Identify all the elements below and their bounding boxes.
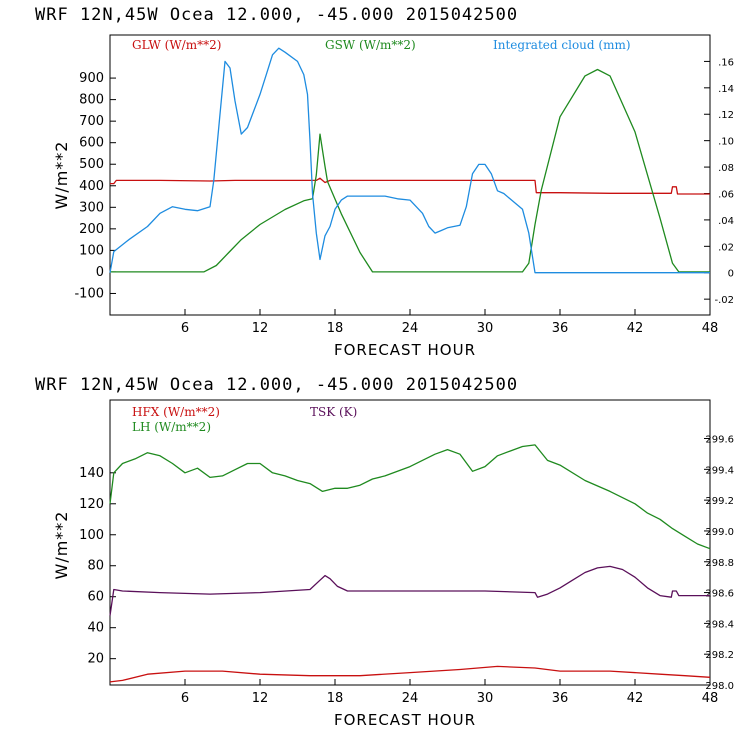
panel-2-series (109, 444, 711, 683)
y2-tick-label: .12 (718, 110, 734, 121)
panel-2-legend-lh: LH (W/m**2) (132, 420, 211, 434)
y-tick-label: 60 (87, 590, 104, 605)
y2-tick-label: 298.4 (705, 619, 734, 630)
x-tick-label: 48 (702, 691, 719, 706)
y2-tick-label: .06 (718, 189, 734, 200)
y2-tick-label: 299.0 (705, 527, 734, 538)
series-line-integrated (109, 47, 710, 274)
y-tick-label: 40 (87, 621, 104, 636)
x-tick-label: 24 (402, 321, 419, 336)
y2-tick-label: 298.2 (705, 650, 734, 661)
panel-2-legend-hfx: HFX (W/m**2) (132, 405, 220, 419)
y-tick-label: 900 (79, 71, 104, 86)
panel-1: WRF 12N,45W Ocea 12.000, -45.000 2015042… (35, 5, 734, 359)
series-line-glw (110, 177, 710, 195)
y-tick-label: -100 (74, 286, 104, 301)
panel-2-legend-tsk: TSK (K) (310, 405, 357, 419)
y2-tick-label: .14 (718, 84, 734, 95)
x-tick-label: 6 (181, 691, 189, 706)
panel-2-title: WRF 12N,45W Ocea 12.000, -45.000 2015042… (35, 375, 518, 395)
x-tick-label: 30 (477, 691, 494, 706)
panel-1-axes: 6 12 18 24 30 36 42 48 -100 0 100 200 300 400 500 600 70… (74, 57, 734, 336)
y2-tick-label: .16 (718, 57, 734, 68)
x-tick-label: 42 (627, 691, 644, 706)
panel-1-y-axis-label: W/m**2 (52, 141, 71, 210)
y2-tick-label: .10 (718, 137, 734, 148)
panel-1-legend-glw: GLW (W/m**2) (132, 38, 221, 52)
x-tick-label: 6 (181, 321, 189, 336)
y-tick-label: 400 (79, 179, 104, 194)
panel-1-legend-cloud: Integrated cloud (mm) (493, 38, 631, 52)
y2-tick-label: -.02 (714, 295, 734, 306)
x-tick-label: 36 (552, 691, 569, 706)
x-tick-label: 30 (477, 321, 494, 336)
series-line-lh (109, 444, 711, 550)
y-tick-label: 20 (87, 652, 104, 667)
x-tick-label: 18 (327, 321, 344, 336)
y2-tick-label: .08 (718, 163, 734, 174)
y2-tick-label: 298.8 (705, 558, 734, 569)
y-tick-label: 80 (87, 559, 104, 574)
panel-1-title: WRF 12N,45W Ocea 12.000, -45.000 2015042… (35, 5, 518, 25)
panel-2: WRF 12N,45W Ocea 12.000, -45.000 2015042… (35, 375, 734, 729)
y2-tick-label: .02 (718, 242, 734, 253)
x-tick-label: 12 (252, 321, 269, 336)
y-tick-label: 300 (79, 200, 104, 215)
x-tick-label: 24 (402, 691, 419, 706)
panel-1-series (109, 47, 710, 274)
y2-tick-label: .04 (718, 216, 734, 227)
y2-tick-label: 298.0 (705, 681, 734, 692)
x-tick-label: 18 (327, 691, 344, 706)
y-tick-label: 120 (79, 497, 104, 512)
panel-2-x-axis-label: FORECAST HOUR (334, 711, 476, 729)
series-line-tsk (109, 565, 710, 616)
panel-1-legend-gsw: GSW (W/m**2) (325, 38, 416, 52)
y-tick-label: 100 (79, 243, 104, 258)
y-tick-label: 800 (79, 93, 104, 108)
y2-tick-label: 299.6 (705, 435, 734, 446)
y-tick-label: 600 (79, 136, 104, 151)
y-tick-label: 200 (79, 222, 104, 237)
y2-tick-label: 298.6 (705, 589, 734, 600)
series-line-hfx (109, 665, 711, 683)
x-tick-label: 48 (702, 321, 719, 336)
y-tick-label: 500 (79, 157, 104, 172)
y2-tick-label: 299.2 (705, 496, 734, 507)
y-tick-label: 100 (79, 528, 104, 543)
x-tick-label: 42 (627, 321, 644, 336)
y2-tick-label: 0 (728, 269, 734, 280)
panel-1-x-axis-label: FORECAST HOUR (334, 341, 476, 359)
x-tick-label: 12 (252, 691, 269, 706)
y-tick-label: 140 (79, 466, 104, 481)
panel-2-axes: 6 12 18 24 30 36 42 48 20 40 60 80 100 120 140 298.0 298… (79, 435, 734, 706)
series-line-gsw (110, 68, 710, 273)
x-tick-label: 36 (552, 321, 569, 336)
y-tick-label: 0 (96, 265, 104, 280)
y-tick-label: 700 (79, 114, 104, 129)
panel-2-y-axis-label: W/m**2 (52, 511, 71, 580)
y2-tick-label: 299.4 (705, 465, 734, 476)
